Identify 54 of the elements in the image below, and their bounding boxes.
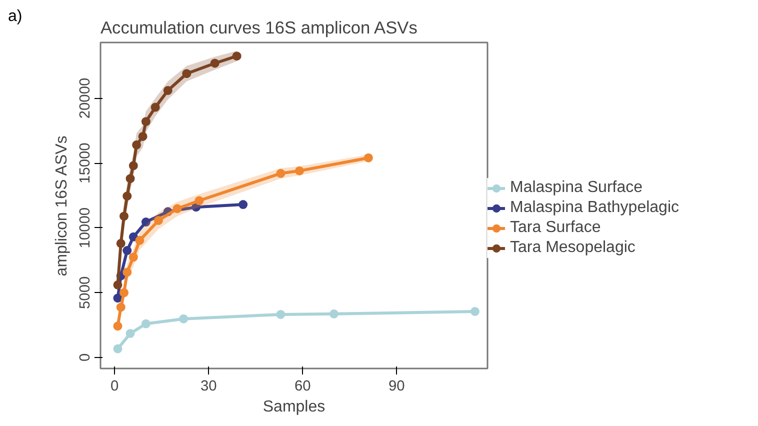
point (120, 212, 128, 221)
legend-label: Tara Mesopelagic (510, 239, 636, 257)
point (141, 218, 150, 227)
point (122, 192, 132, 201)
point (232, 52, 242, 61)
point (116, 238, 126, 248)
x-axis-title: Samples (262, 398, 326, 416)
point (276, 310, 286, 319)
point (329, 309, 338, 318)
point (172, 204, 182, 214)
point (163, 86, 172, 95)
y-tick-label: 15000 (78, 142, 94, 184)
legend-label: Tara Surface (510, 219, 601, 237)
point (294, 166, 304, 176)
point (126, 329, 135, 338)
point (150, 102, 160, 112)
point (210, 58, 220, 68)
point (122, 268, 132, 277)
point (182, 69, 192, 78)
point (128, 252, 138, 262)
legend-label: Malaspina Surface (510, 179, 643, 197)
point (113, 344, 122, 354)
point (116, 302, 126, 312)
point (154, 216, 163, 225)
x-tick-label: 0 (110, 378, 119, 394)
y-tick-label: 20000 (78, 78, 94, 119)
y-tick-label: 5000 (78, 276, 94, 309)
point (276, 168, 286, 178)
point (238, 200, 248, 210)
legend-label: Malaspina Bathypelagic (510, 199, 679, 217)
y-axis-title: amplicon 16S ASVs (54, 136, 70, 276)
point (113, 294, 122, 303)
point (132, 140, 142, 150)
point (135, 236, 144, 245)
text: a) (8, 7, 22, 27)
point (141, 319, 150, 328)
point (120, 288, 128, 298)
point (179, 314, 188, 324)
point (138, 132, 148, 141)
y-tick-label: 0 (78, 353, 94, 362)
point (113, 322, 122, 331)
point (194, 196, 204, 206)
point (122, 246, 132, 256)
point (113, 280, 122, 290)
x-tick-label: 60 (294, 378, 311, 394)
point (141, 117, 150, 126)
point (128, 161, 138, 170)
y-tick-label: 10000 (78, 207, 94, 248)
point (128, 232, 138, 242)
x-tick-label: 90 (388, 378, 405, 394)
x-tick-label: 30 (200, 378, 217, 394)
point (470, 306, 480, 316)
chart-title: Accumulation curves 16S amplicon ASVs (100, 18, 418, 38)
point (364, 153, 373, 162)
